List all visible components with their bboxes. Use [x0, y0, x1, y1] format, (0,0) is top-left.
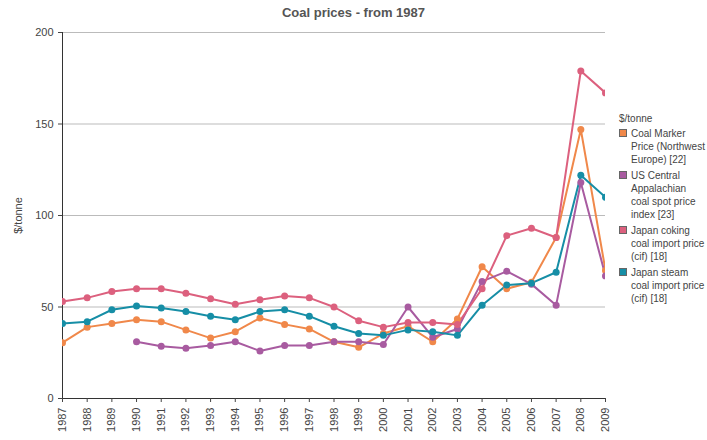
svg-text:1999: 1999: [352, 408, 364, 432]
html-text:Japan coking coal import price: Japan coking coal import price (cif) [18…: [631, 225, 705, 262]
html-text:Coal Marker Price (Northwest E: Coal Marker Price (Northwest Europe) [22…: [631, 128, 705, 165]
svg-text:2000: 2000: [377, 408, 389, 432]
svg-text:1990: 1990: [130, 408, 142, 432]
svg-text:1994: 1994: [229, 408, 241, 432]
svg-text:1988: 1988: [81, 408, 93, 432]
svg-text:2003: 2003: [451, 408, 463, 432]
html-text:US Central Appalachian coal sp: US Central Appalachian coal spot price i…: [631, 170, 696, 220]
svg-text:150: 150: [35, 118, 53, 130]
svg-text:50: 50: [41, 301, 53, 313]
svg-text:1998: 1998: [328, 408, 340, 432]
svg-text:2007: 2007: [550, 408, 562, 432]
svg-text:2002: 2002: [426, 408, 438, 432]
svg-text:200: 200: [35, 26, 53, 38]
svg-text:2004: 2004: [476, 408, 488, 432]
svg-text:2009: 2009: [599, 408, 611, 432]
html-text:$/tonne: $/tonne: [619, 113, 653, 124]
svg-text:1989: 1989: [105, 408, 117, 432]
svg-text:1991: 1991: [155, 408, 167, 432]
svg-text:100: 100: [35, 209, 53, 221]
svg-text:1995: 1995: [253, 408, 265, 432]
svg-text:0: 0: [47, 392, 53, 404]
html-text:Coal prices - from 1987: Coal prices - from 1987: [282, 5, 425, 20]
svg-text:1993: 1993: [204, 408, 216, 432]
svg-text:$/tonne: $/tonne: [12, 197, 24, 234]
svg-text:2008: 2008: [574, 408, 586, 432]
svg-text:1997: 1997: [303, 408, 315, 432]
svg-text:1992: 1992: [179, 408, 191, 432]
svg-text:2001: 2001: [402, 408, 414, 432]
svg-text:2006: 2006: [525, 408, 537, 432]
svg-text:2005: 2005: [500, 408, 512, 432]
html-text:Japan steam coal import price: Japan steam coal import price (cif) [18]: [631, 267, 705, 304]
svg-text:1996: 1996: [278, 408, 290, 432]
svg-text:1987: 1987: [56, 408, 68, 432]
